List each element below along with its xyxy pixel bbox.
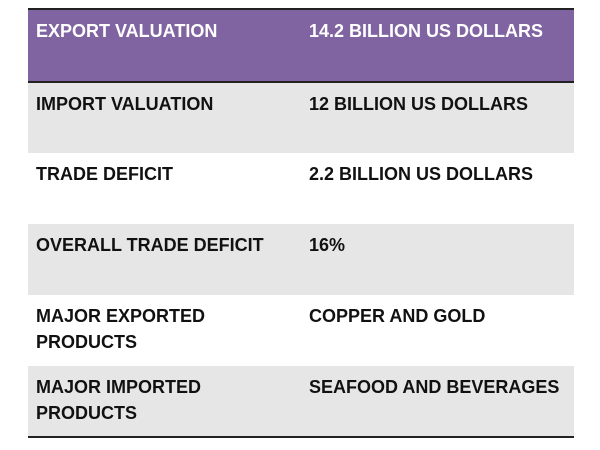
table-row-import-valuation: IMPORT VALUATION 12 BILLION US DOLLARS <box>28 82 574 153</box>
row-label-cell: TRADE DEFICIT <box>36 164 173 184</box>
table-row-overall-trade-deficit: OVERALL TRADE DEFICIT 16% <box>28 224 574 295</box>
row-value-cell: 12 BILLION US DOLLARS <box>309 94 529 114</box>
row-value-cell: 16% <box>309 235 346 255</box>
row-value-cell: 2.2 BILLION US DOLLARS <box>309 164 534 184</box>
row-label-cell: MAJOR IMPORTED PRODUCTS <box>28 366 301 438</box>
table-row-major-imported-products: MAJOR IMPORTED PRODUCTS SEAFOOD AND BEVE… <box>28 366 574 438</box>
row-label-cell: OVERALL TRADE DEFICIT <box>36 235 264 255</box>
header-label-cell: EXPORT VALUATION <box>28 8 301 83</box>
row-label-cell: IMPORT VALUATION <box>36 94 214 114</box>
table-row-major-exported-products: MAJOR EXPORTED PRODUCTS COPPER AND GOLD <box>28 295 574 366</box>
row-value-cell: SEAFOOD AND BEVERAGES <box>301 366 574 438</box>
header-value-cell: 14.2 BILLION US DOLLARS <box>301 8 574 83</box>
row-value-cell: COPPER AND GOLD <box>309 306 486 326</box>
table-row-trade-deficit: TRADE DEFICIT 2.2 BILLION US DOLLARS <box>28 153 574 224</box>
trade-summary-table: EXPORT VALUATION 14.2 BILLION US DOLLARS… <box>28 8 574 438</box>
row-label-cell: MAJOR EXPORTED PRODUCTS <box>36 306 206 352</box>
table-header-row: EXPORT VALUATION 14.2 BILLION US DOLLARS <box>28 8 574 83</box>
